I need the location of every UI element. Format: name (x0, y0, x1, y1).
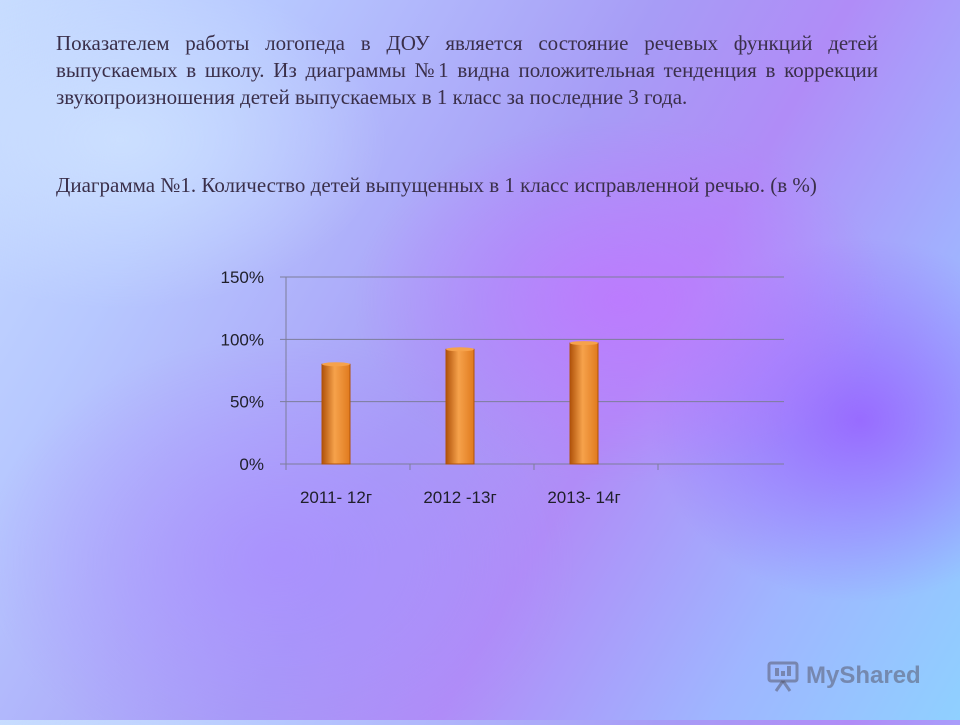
bar (445, 348, 475, 465)
y-tick-label: 0% (239, 455, 264, 474)
x-tick-label: 2012 -13г (423, 488, 496, 507)
bar (321, 363, 351, 465)
x-tick-label: 2011- 12г (300, 488, 372, 507)
bar-cap (446, 347, 474, 352)
intro-paragraph: Показателем работы логопеда в ДОУ являет… (56, 31, 878, 109)
y-tick-label: 100% (221, 330, 264, 349)
y-tick-label: 50% (230, 393, 264, 412)
bar-cap (322, 362, 350, 367)
x-tick-label: 2013- 14г (547, 488, 620, 507)
presentation-board-icon (767, 661, 799, 692)
bar (569, 342, 599, 465)
myshared-logo: MyShared (766, 656, 921, 696)
watermark-text: MyShared (806, 662, 921, 689)
y-tick-label: 150% (221, 268, 264, 287)
chart-caption: Диаграмма №1. Количество детей выпущенны… (56, 173, 817, 197)
bar-cap (570, 341, 598, 346)
